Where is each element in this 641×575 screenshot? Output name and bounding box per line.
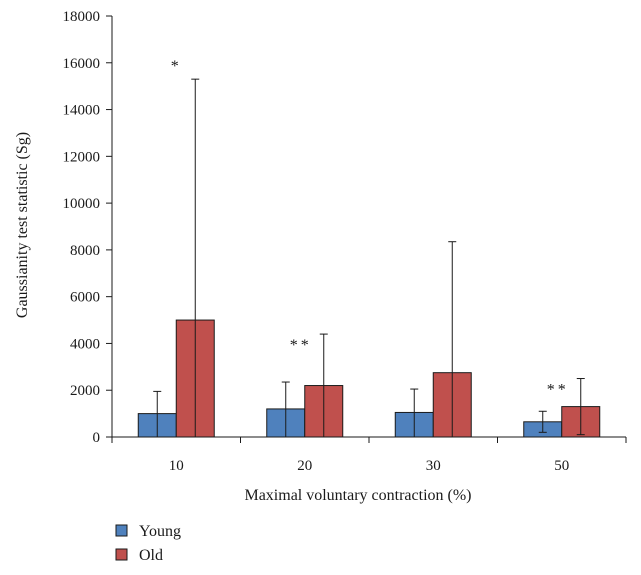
significance-markers: ***** <box>171 58 569 399</box>
y-tick-label: 12000 <box>63 149 101 165</box>
legend: Young Old <box>115 523 181 564</box>
y-tick-label: 8000 <box>70 243 100 259</box>
x-tick-label: 20 <box>297 458 312 474</box>
y-tick-label: 16000 <box>63 56 101 72</box>
y-tick-label: 6000 <box>70 290 100 306</box>
significance-marker: * <box>171 58 182 75</box>
y-tick-label: 0 <box>93 430 101 446</box>
legend-swatch-old <box>115 548 128 561</box>
y-tick-label: 2000 <box>70 383 100 399</box>
x-tick-label: 30 <box>426 458 441 474</box>
significance-marker: ** <box>547 382 569 399</box>
significance-marker: ** <box>290 337 312 354</box>
legend-swatch-young <box>115 524 128 537</box>
bars <box>137 319 601 438</box>
legend-label-old: Old <box>139 547 163 564</box>
y-tick-label: 4000 <box>70 336 100 352</box>
y-tick-label: 14000 <box>63 103 101 119</box>
y-axis-ticks: 0 2000 4000 6000 8000 10000 12000 14000 16000 180… <box>63 9 112 446</box>
x-tick-label: 50 <box>554 458 569 474</box>
x-tick-label: 10 <box>169 458 184 474</box>
x-axis-title: Maximal voluntary contraction (%) <box>244 487 471 504</box>
y-axis-title: Gaussianity test statistic (Sg) <box>14 132 31 318</box>
y-tick-label: 10000 <box>63 196 101 212</box>
x-axis-ticks: 10 20 30 50 <box>111 437 627 474</box>
legend-label-young: Young <box>139 523 181 540</box>
y-tick-label: 18000 <box>63 9 101 25</box>
error-bars <box>153 78 585 438</box>
